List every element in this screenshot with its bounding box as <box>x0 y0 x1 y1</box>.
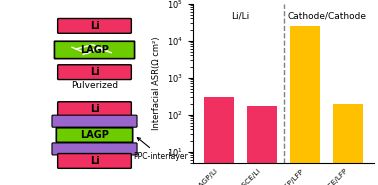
Bar <box>333 104 363 185</box>
Text: LAGP: LAGP <box>80 130 109 140</box>
Bar <box>290 26 320 185</box>
Text: LAGP: LAGP <box>80 45 109 55</box>
Text: Li: Li <box>90 104 99 114</box>
FancyBboxPatch shape <box>58 65 132 80</box>
FancyBboxPatch shape <box>58 154 132 168</box>
Text: Li/Li: Li/Li <box>231 12 249 21</box>
FancyBboxPatch shape <box>56 128 133 142</box>
Y-axis label: Interfacial ASR(Ω cm²): Interfacial ASR(Ω cm²) <box>152 36 161 130</box>
Text: Li: Li <box>90 21 99 31</box>
Text: Pulverized: Pulverized <box>71 81 118 90</box>
Text: PPC-interlayer: PPC-interlayer <box>133 138 188 161</box>
FancyBboxPatch shape <box>58 18 132 33</box>
FancyBboxPatch shape <box>54 41 135 59</box>
Text: Li: Li <box>90 156 99 166</box>
Bar <box>247 106 277 185</box>
FancyBboxPatch shape <box>52 143 137 155</box>
FancyBboxPatch shape <box>52 115 137 127</box>
Text: Cathode/Cathode: Cathode/Cathode <box>287 12 366 21</box>
FancyBboxPatch shape <box>58 102 132 117</box>
Bar <box>204 97 234 185</box>
Text: Li: Li <box>90 67 99 77</box>
